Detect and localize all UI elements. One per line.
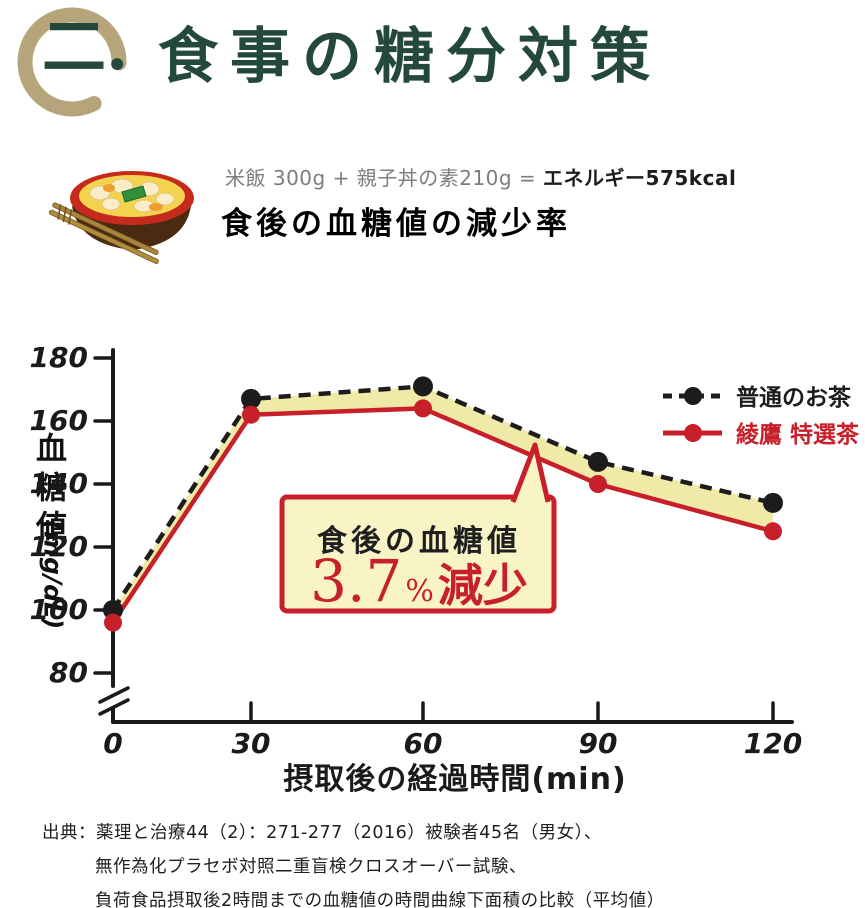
source-note: 出典：薬理と治療44（2）：271-277（2016）被験者45名（男女）、 無… [42,816,665,908]
data-point [413,376,433,397]
data-point [104,613,122,632]
series-dots-tokusen-tea [104,399,782,632]
y-tick-label: 180 [30,341,88,374]
annotation-title: 食後の血糖値 [317,524,521,559]
page-title: 食事の糖分対策 [158,22,662,92]
garnish [121,185,147,203]
legend-dot-tokusen-tea [684,424,702,442]
legend-label-normal-tea: 普通のお茶 [736,384,852,411]
chopsticks [48,202,159,264]
annotation-value-line: 3.7 %減少 [310,547,528,615]
source-line: 負荷食品摂取後2時間までの血糖値の時間曲線下面積の比較（平均値） [95,891,665,908]
source-line: 出典：薬理と治療44（2）：271-277（2016）被験者45名（男女）、 [42,823,602,843]
x-tick-label: 30 [232,727,271,760]
y-tick-label: 120 [30,530,88,563]
legend-dot-normal-tea [684,387,702,405]
x-tick-label: 120 [744,727,802,760]
x-axis-title: 摂取後の経過時間(min) [283,762,626,797]
meal-energy: エネルギー575kcal [543,166,737,190]
blood-glucose-chart: 180 160 140 120 100 80 0 30 60 90 120 摂取… [30,341,860,797]
meal-formula-gray: 米飯 300g + 親子丼の素210g = [225,166,544,190]
y-axis-title: 血糖値 [30,432,66,549]
data-point [242,405,260,424]
rice-bowl-icon [48,158,203,278]
logo-number-two: 二. [42,10,129,85]
data-point [588,451,608,472]
y-tick-label: 140 [30,467,88,500]
axis-break-slash [98,686,130,704]
data-point [764,522,782,541]
annotation-pointer [510,442,551,503]
data-point [414,399,432,418]
x-tick-label: 60 [404,727,443,760]
series-dots-normal-tea [103,376,783,620]
x-tick-label: 90 [579,727,618,760]
data-point [241,388,261,409]
legend-label-tokusen-tea: 綾鷹 特選茶 [736,421,860,448]
x-tick-label: 0 [103,727,122,760]
annotation-callout: 食後の血糖値 3.7 %減少 [279,442,557,615]
source-line: 無作為化プラセボ対照二重盲検クロスオーバー試験、 [95,857,527,877]
brand-logo: 二. [8,2,143,124]
legend: 普通のお茶 綾鷹 特選茶 [663,384,860,448]
data-point [103,600,123,620]
y-tick-label: 80 [49,656,88,689]
data-point [589,475,607,493]
enso-circle-icon [17,7,127,117]
y-tick-label: 100 [30,593,88,626]
annotation-box [279,494,557,614]
data-point [763,492,783,513]
chart-heading: 食後の血糖値の減少率 [221,206,571,242]
y-tick-label: 160 [30,404,88,437]
meal-formula: 米飯 300g + 親子丼の素210g = エネルギー575kcal [225,162,736,191]
